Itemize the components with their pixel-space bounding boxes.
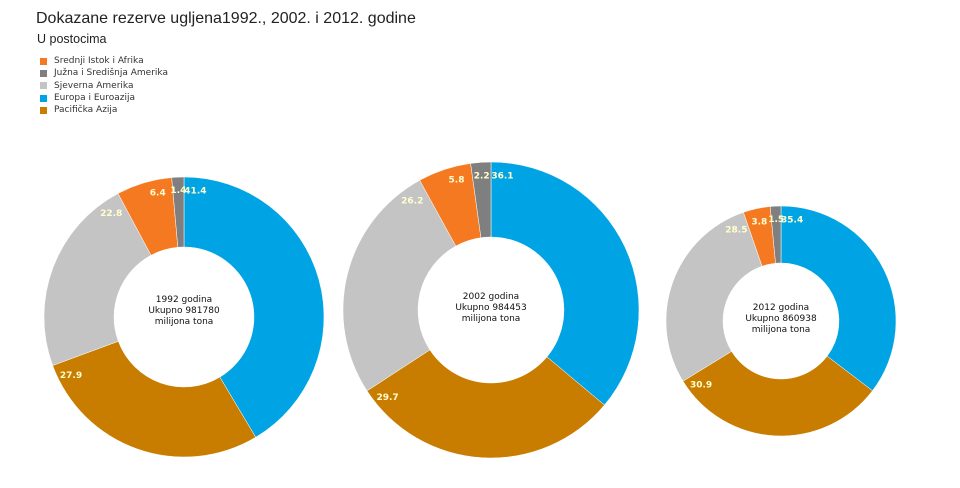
legend-item: Pacifička Azija — [40, 104, 168, 116]
legend-label: Južna i Središnja Amerika — [54, 68, 168, 79]
donut-slice — [43, 193, 152, 366]
data-label: 35.4 — [781, 216, 803, 226]
center-label: milijona tona — [462, 314, 521, 324]
donut-slice — [171, 176, 185, 248]
data-label: 36.1 — [491, 171, 513, 181]
data-label: 3.8 — [751, 217, 767, 227]
data-label: 30.9 — [690, 380, 712, 390]
donut-slice — [183, 176, 325, 438]
legend-label: Srednji Istok i Afrika — [54, 56, 144, 67]
center-label: Ukupno 860938 — [745, 314, 817, 324]
data-label: 22.8 — [100, 209, 122, 219]
donut-slice — [769, 205, 782, 264]
data-label: 29.7 — [376, 393, 398, 403]
legend-item: Sjeverna Amerika — [40, 80, 168, 92]
donut-slice — [342, 179, 457, 392]
donut-slice — [490, 161, 640, 406]
data-label: 5.8 — [449, 175, 465, 185]
legend-swatch — [40, 94, 47, 102]
legend-swatch — [40, 57, 47, 65]
center-label: Ukupno 984453 — [455, 303, 526, 313]
data-label: 28.5 — [725, 225, 747, 235]
center-label: milijona tona — [155, 317, 214, 327]
donut-slice — [470, 161, 492, 238]
legend-swatch — [40, 82, 47, 90]
donut-slice — [780, 205, 897, 392]
legend-label: Sjeverna Amerika — [54, 80, 134, 91]
donut-slice — [366, 349, 605, 459]
legend-swatch — [40, 69, 47, 77]
center-label: milijona tona — [752, 325, 811, 335]
chart-subtitle: U postocima — [37, 32, 107, 46]
data-label: 27.9 — [60, 371, 82, 381]
legend-item: Europa i Euroazija — [40, 92, 168, 104]
chart-title: Dokazane rezerve ugljena1992., 2002. i 2… — [36, 10, 416, 27]
center-label: 2002 godina — [463, 292, 519, 302]
legend-item: Srednji Istok i Afrika — [40, 55, 168, 67]
legend: Srednji Istok i Afrika Južna i Središnja… — [40, 55, 168, 116]
legend-item: Južna i Središnja Amerika — [40, 67, 168, 79]
data-label: 1.4 — [170, 186, 186, 196]
data-label: 26.2 — [401, 196, 423, 206]
legend-label: Europa i Euroazija — [54, 93, 136, 104]
legend-swatch — [40, 106, 47, 114]
donut-slice — [52, 340, 257, 458]
legend-label: Pacifička Azija — [54, 105, 118, 116]
data-label: 1.5 — [768, 215, 784, 225]
donut-slice — [682, 351, 873, 437]
data-label: 2.2 — [474, 171, 490, 181]
center-label: Ukupno 981780 — [148, 306, 220, 316]
donut-slice — [665, 211, 763, 382]
data-label: 6.4 — [150, 189, 166, 199]
data-label: 41.4 — [184, 187, 206, 197]
center-label: 1992 godina — [156, 295, 212, 305]
center-label: 2012 godina — [753, 303, 809, 313]
